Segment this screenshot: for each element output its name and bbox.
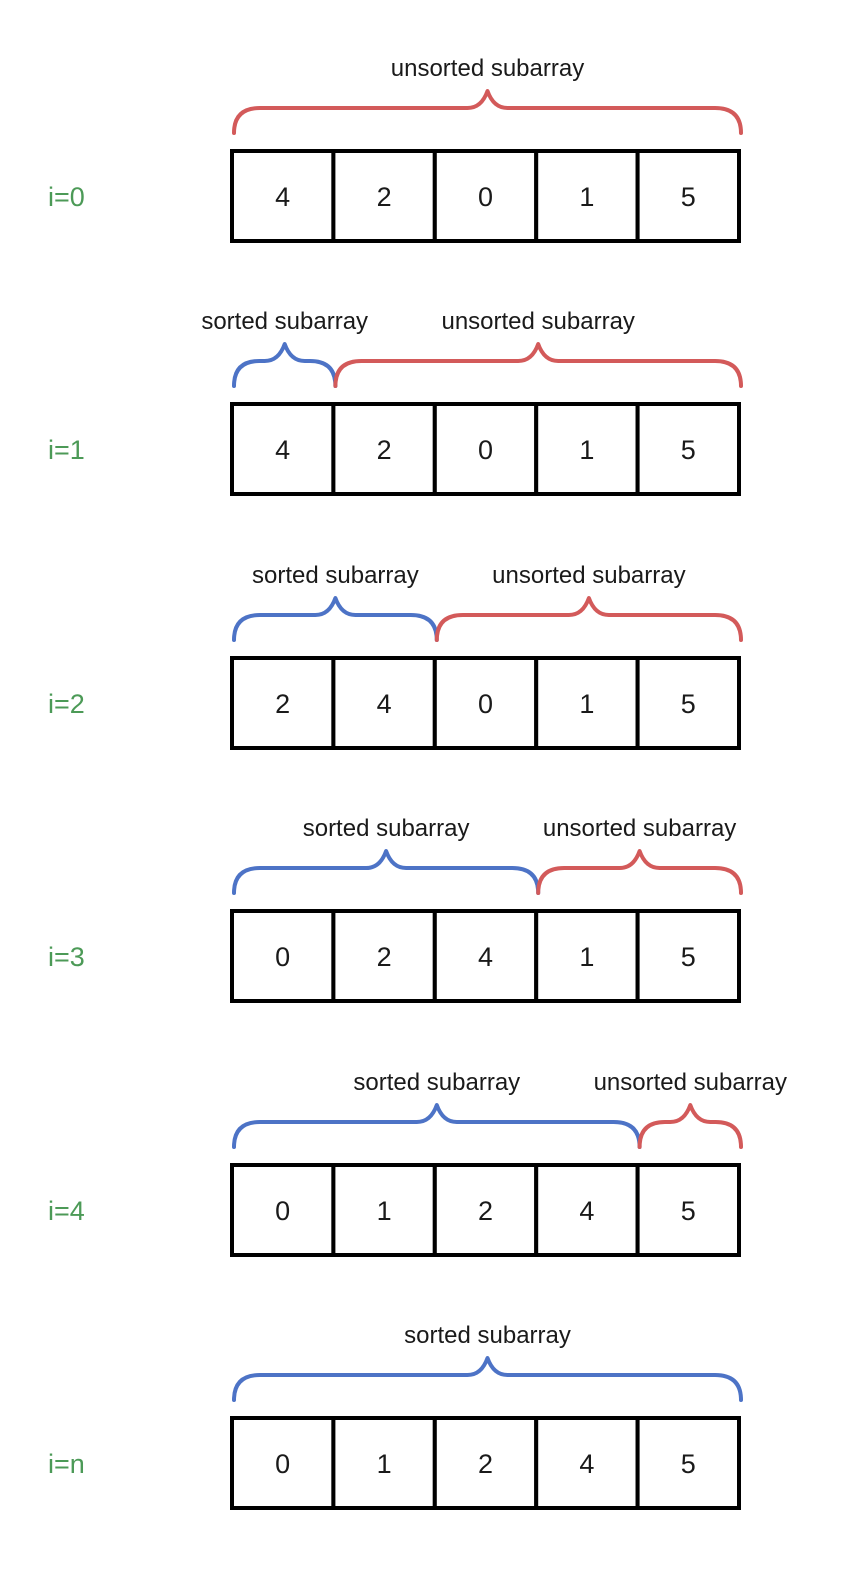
array-cell — [635, 656, 741, 750]
unsorted-subarray-label: unsorted subarray — [441, 308, 634, 335]
array-cell — [230, 402, 336, 496]
sorted-subarray-label: sorted subarray — [353, 1069, 520, 1096]
array-cell — [432, 402, 539, 496]
array-cell-value: 5 — [681, 182, 696, 212]
array-cell — [432, 149, 539, 243]
array-cell — [534, 1416, 640, 1510]
array-cell-value: 2 — [377, 435, 392, 465]
sorted-brace — [232, 1103, 642, 1149]
array-cell — [331, 402, 437, 496]
unsorted-brace — [637, 1103, 743, 1149]
unsorted-subarray-label: unsorted subarray — [594, 1069, 787, 1096]
array-cell — [432, 1163, 539, 1257]
array-cell — [432, 1416, 539, 1510]
sorted-brace — [232, 596, 439, 642]
array-cell-value: 0 — [478, 689, 493, 719]
sorted-brace — [232, 849, 541, 895]
array-cell — [534, 656, 640, 750]
sorted-subarray-label: sorted subarray — [404, 1322, 571, 1349]
array-cell — [331, 909, 437, 1003]
array-cell-value: 1 — [579, 435, 594, 465]
step-label: i=1 — [48, 435, 85, 465]
array-cell-value: 5 — [681, 1196, 696, 1226]
array-cell — [331, 1163, 437, 1257]
sorted-subarray-label: sorted subarray — [303, 815, 470, 842]
array-cell-value: 1 — [377, 1449, 392, 1479]
array-cell-value: 2 — [275, 689, 290, 719]
sorted-subarray-label: sorted subarray — [201, 308, 368, 335]
step-row: i=2 sorted subarray unsorted subarray 2 4 0 1 5 — [48, 562, 743, 750]
step-row: i=1 sorted subarray unsorted subarray 4 2 0 1 5 — [48, 308, 743, 496]
array-cell — [635, 909, 741, 1003]
unsorted-subarray-label: unsorted subarray — [543, 815, 736, 842]
array-cell-value: 0 — [478, 182, 493, 212]
array-cell-value: 2 — [377, 182, 392, 212]
array-cell-value: 0 — [478, 435, 493, 465]
array-cell-value: 5 — [681, 435, 696, 465]
array-cell — [230, 149, 336, 243]
array-cell — [635, 402, 741, 496]
array-cell-value: 4 — [377, 689, 392, 719]
array-cell-value: 1 — [377, 1196, 392, 1226]
step-row: i=0 unsorted subarray 4 2 0 1 5 — [48, 55, 743, 243]
array-cell-value: 1 — [579, 689, 594, 719]
array-cell — [432, 656, 539, 750]
array-cell-value: 4 — [275, 182, 290, 212]
array-cell-value: 2 — [478, 1196, 493, 1226]
step-label: i=3 — [48, 942, 85, 972]
array-cell — [331, 656, 437, 750]
unsorted-subarray-label: unsorted subarray — [492, 562, 685, 589]
array-cell-value: 1 — [579, 182, 594, 212]
array-cell — [331, 149, 437, 243]
array-cell — [230, 1163, 336, 1257]
step-label: i=n — [48, 1449, 85, 1479]
array-cell — [230, 909, 336, 1003]
array-cell-value: 5 — [681, 1449, 696, 1479]
step-row: i=n sorted subarray 0 1 2 4 5 — [48, 1322, 743, 1510]
array-cell-value: 0 — [275, 1449, 290, 1479]
array-cell — [635, 1163, 741, 1257]
unsorted-subarray-label: unsorted subarray — [391, 55, 584, 82]
sorted-brace — [232, 342, 338, 388]
unsorted-brace — [434, 596, 743, 642]
array-cell-value: 5 — [681, 942, 696, 972]
unsorted-brace — [536, 849, 743, 895]
array-cell — [635, 1416, 741, 1510]
array-cell-value: 4 — [478, 942, 493, 972]
sorted-brace — [232, 1356, 743, 1402]
step-label: i=4 — [48, 1196, 85, 1226]
step-label: i=0 — [48, 182, 85, 212]
array-cell-value: 5 — [681, 689, 696, 719]
array-cell — [534, 909, 640, 1003]
step-row: i=4 sorted subarray unsorted subarray 0 1 2 4 5 — [48, 1069, 787, 1257]
array-cell-value: 1 — [579, 942, 594, 972]
array-cell-value: 0 — [275, 1196, 290, 1226]
array-cell — [534, 402, 640, 496]
array-cell-value: 2 — [377, 942, 392, 972]
step-label: i=2 — [48, 689, 85, 719]
array-cell-value: 0 — [275, 942, 290, 972]
array-cell — [635, 149, 741, 243]
unsorted-brace — [333, 342, 743, 388]
array-cell-value: 4 — [275, 435, 290, 465]
array-cell-value: 4 — [579, 1449, 594, 1479]
unsorted-brace — [232, 89, 743, 135]
array-cell-value: 2 — [478, 1449, 493, 1479]
sorted-subarray-label: sorted subarray — [252, 562, 419, 589]
step-row: i=3 sorted subarray unsorted subarray 0 2 4 1 5 — [48, 815, 743, 1003]
array-cell-value: 4 — [579, 1196, 594, 1226]
array-cell — [331, 1416, 437, 1510]
